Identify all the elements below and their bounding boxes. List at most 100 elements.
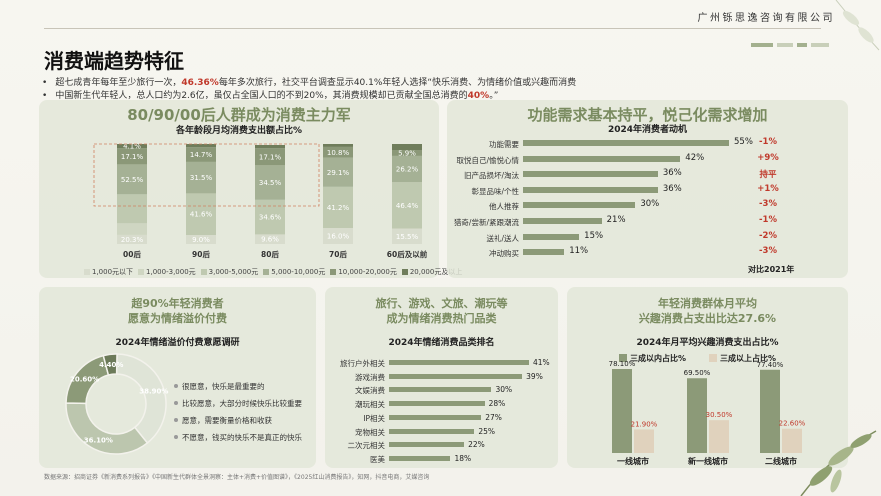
category-label: 宠物相关 <box>355 427 385 437</box>
bar-segment <box>186 161 216 194</box>
category-value: 18% <box>454 453 472 463</box>
panel-title-line2: 成为情绪消费热门品类 <box>386 312 497 325</box>
segment-label: 29.1% <box>327 169 350 177</box>
bullet-item: 中国新生代年轻人，总人口约为2.6亿，虽仅占全国人口的不到20%，其消费规模却已… <box>42 90 576 103</box>
grouped-bar <box>634 429 654 453</box>
bullet-item: 超七成青年每年至少旅行一次，46.36%每年多次旅行，社交平台调查显示40.1%… <box>42 77 576 90</box>
bar-segment <box>323 186 353 228</box>
category-label: 70后 <box>329 249 347 259</box>
category-bar <box>389 360 529 365</box>
header-decoration <box>747 34 829 53</box>
motivation-change: -1% <box>759 137 777 147</box>
bar-segment <box>323 146 353 158</box>
legend-item: 很愿意，快乐是最重要的 <box>174 381 302 398</box>
legend-swatch <box>263 269 270 275</box>
legend-swatch <box>709 354 717 362</box>
grouped-bar <box>760 369 780 453</box>
legend-swatch <box>200 269 207 275</box>
motivation-value: 21% <box>606 215 626 225</box>
bar-segment <box>255 145 285 149</box>
legend-item: 5,000-10,000元 <box>263 268 325 276</box>
grouped-bar <box>612 369 632 453</box>
panel-title-line1: 旅行、游戏、文旅、潮玩等 <box>375 297 508 310</box>
category-value: 41% <box>533 358 550 367</box>
intro-bullets: 超七成青年每年至少旅行一次，46.36%每年多次旅行，社交平台调查显示40.1%… <box>42 77 576 103</box>
bar-segment <box>392 144 422 150</box>
motivation-change: -3% <box>759 199 777 210</box>
segment-label: 41.2% <box>327 204 350 212</box>
bar-segment <box>117 148 147 165</box>
segment-label: 31.5% <box>190 174 213 182</box>
bar-value-label: 69.50% <box>684 369 711 377</box>
bar-value-label: 21.90% <box>631 420 658 428</box>
bar-segment <box>323 228 353 244</box>
motivation-change: -2% <box>759 230 777 241</box>
category-label: 90后 <box>192 249 210 259</box>
legend-item: 20,000元及以上 <box>401 268 462 276</box>
motivation-change: +1% <box>757 183 779 194</box>
donut-slice <box>115 353 167 445</box>
bar-segment <box>117 164 147 195</box>
legend-item: 1,000元以下 <box>84 268 133 276</box>
panel-title-line2: 兴趣消费占支出比达27.6% <box>638 312 777 325</box>
segment-label: 34.5% <box>259 179 282 187</box>
age-chart-legend: 1,000元以下 1,000-3,000元 3,000-5,000元 5,000-10… <box>84 267 467 277</box>
motivation-value: 30% <box>640 199 660 210</box>
segment-label: 16.0% <box>327 233 350 241</box>
donut-legend: 很愿意，快乐是最重要的 比较愿意，大部分时候快乐比较重要 愿意，需要衡量价格和收获不… <box>174 381 302 449</box>
category-label: 潮玩相关 <box>355 400 385 410</box>
legend-item: 不愿意，钱买的快乐不是真正的快乐 <box>174 432 302 449</box>
highlight-box <box>93 143 320 207</box>
bar-segment <box>392 155 422 183</box>
slice-label: 20.60% <box>70 376 99 384</box>
bar-segment <box>186 193 216 235</box>
motivation-bar <box>523 218 602 224</box>
bar-segment <box>255 199 285 235</box>
bar-segment <box>117 144 147 149</box>
category-label: 新一线城市 <box>688 456 728 466</box>
motivation-bar <box>523 202 636 209</box>
legend-item: 1,000-3,000元 <box>138 268 196 276</box>
category-label: 医美 <box>370 454 385 464</box>
panel-title: 80/90/00后人群成为消费主力军 <box>127 106 351 124</box>
grouped-bar-chart: 78.10% 21.90% 一线城市 69.50% 30.50% 新一线城市 77.40% 2… <box>609 360 806 466</box>
legend-dot <box>174 401 178 405</box>
legend-item: 愿意，需要衡量价格和收获 <box>174 415 302 432</box>
category-label: 二次元相关 <box>347 441 386 451</box>
bar-segment <box>186 147 216 162</box>
bar-value-label: 77.40% <box>757 361 784 369</box>
legend-swatch <box>84 269 90 275</box>
segment-label: 17.1% <box>121 153 144 161</box>
category-bar <box>389 428 475 434</box>
category-label: 一线城市 <box>617 456 649 466</box>
bar-segment <box>186 235 216 244</box>
bar-segment <box>117 234 147 244</box>
legend-dot <box>174 418 178 422</box>
motivation-label: 彰显品味/个性 <box>471 186 519 196</box>
motivation-bar <box>523 249 565 256</box>
source-note: 数据来源：招商证券《新消费系列报告》《中国新生代群体全景洞察：主体+消费+价值图… <box>44 474 430 481</box>
motivation-change: +9% <box>757 152 779 163</box>
slice-label: 36.10% <box>84 436 113 444</box>
motivation-change: -1% <box>759 215 777 225</box>
header-divider <box>44 28 821 29</box>
bar-segment <box>255 148 285 166</box>
legend-swatch <box>330 269 337 275</box>
chart-subtitle: 2024年情绪消费品类排名 <box>388 338 495 348</box>
segment-label: 9.6% <box>261 236 279 244</box>
motivation-change: 持平 <box>759 170 777 181</box>
legend-swatch <box>138 269 145 275</box>
category-value: 28% <box>488 399 506 409</box>
segment-label: 20.3% <box>121 236 144 244</box>
motivation-label: 旧产品损坏/淘汰 <box>463 171 519 181</box>
chart-subtitle: 2024年消费者动机 <box>607 125 688 135</box>
bar-segment <box>323 144 353 147</box>
category-label: 60后及以前 <box>387 249 428 259</box>
category-value: 30% <box>495 385 513 395</box>
category-bar <box>389 387 492 393</box>
chart-subtitle: 2024年情绪溢价付费意愿调研 <box>115 338 240 348</box>
panel-title-line2: 愿意为情绪溢价付费 <box>128 312 227 325</box>
category-bar <box>389 373 523 379</box>
slice-label: 38.90% <box>139 388 168 396</box>
stacked-bar-chart: 20.3% 52.5% 17.1% 4.1% 00后 9.0% 41.6% 31.5% 14.7… <box>93 143 428 259</box>
